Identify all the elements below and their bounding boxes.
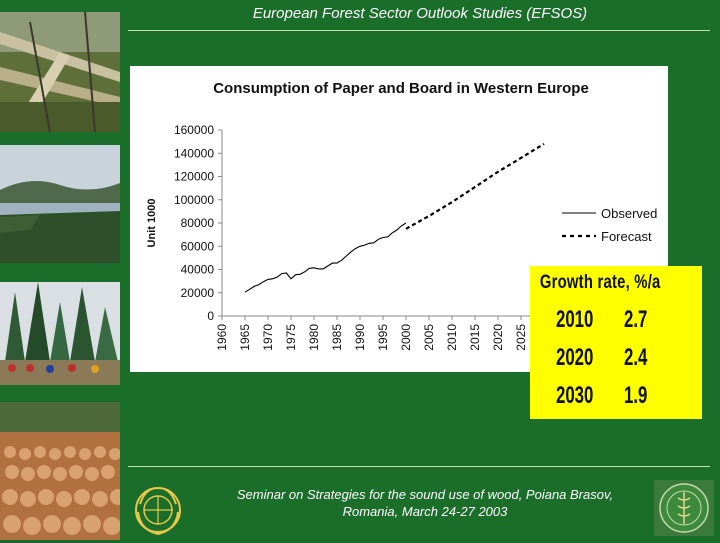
- y-tick-label: 120000: [174, 170, 214, 184]
- legend-label-observed: Observed: [601, 206, 657, 221]
- footer-divider: [128, 466, 710, 467]
- footer-text: Seminar on Strategies for the sound use …: [205, 486, 645, 520]
- growth-rate-title: Growth rate, %/a: [530, 272, 670, 294]
- y-axis-label: Unit 1000: [146, 199, 158, 248]
- growth-rate-2020: 2.4: [624, 344, 647, 372]
- growth-rate-2030: 1.9: [624, 382, 647, 410]
- forest-logs-photo: [0, 12, 120, 132]
- series-line-forecast: [406, 144, 544, 229]
- x-tick-label: 2005: [422, 324, 436, 351]
- x-tick-label: 1960: [215, 324, 229, 351]
- chart-title: Consumption of Paper and Board in Wester…: [213, 80, 589, 97]
- fao-logo-icon: [654, 480, 714, 536]
- x-tick-label: 1965: [238, 324, 252, 351]
- page-title: European Forest Sector Outlook Studies (…: [130, 5, 710, 22]
- growth-rate-box: Growth rate, %/a 2010 2.7 2020 2.4 2030 …: [530, 266, 702, 419]
- growth-year-2010: 2010: [556, 306, 593, 334]
- un-emblem-icon: [130, 482, 186, 543]
- growth-year-2020: 2020: [556, 344, 593, 372]
- series-line-observed: [245, 223, 406, 292]
- x-tick-label: 1980: [307, 324, 321, 351]
- footer-line-1: Seminar on Strategies for the sound use …: [205, 486, 645, 503]
- x-tick-label: 1970: [261, 324, 275, 351]
- header-divider: [128, 30, 710, 31]
- x-tick-label: 1995: [376, 324, 390, 351]
- footer-line-2: Romania, March 24-27 2003: [205, 503, 645, 520]
- timber-stack-photo: [0, 402, 120, 540]
- y-tick-label: 60000: [181, 239, 215, 253]
- legend-label-forecast: Forecast: [601, 229, 652, 244]
- x-tick-label: 1975: [284, 324, 298, 351]
- lake-landscape-photo: [0, 145, 120, 263]
- x-tick-label: 2000: [399, 324, 413, 351]
- y-tick-label: 20000: [181, 286, 215, 300]
- y-tick-label: 80000: [181, 216, 215, 230]
- growth-year-2030: 2030: [556, 382, 593, 410]
- x-tick-label: 2015: [468, 324, 482, 351]
- x-tick-label: 2025: [514, 324, 528, 351]
- y-tick-label: 160000: [174, 123, 214, 137]
- x-tick-label: 2010: [445, 324, 459, 351]
- x-tick-label: 1990: [353, 324, 367, 351]
- cyclists-trees-photo: [0, 282, 120, 385]
- x-tick-label: 2020: [491, 324, 505, 351]
- y-tick-label: 0: [207, 309, 214, 323]
- y-tick-label: 100000: [174, 193, 214, 207]
- y-tick-label: 140000: [174, 146, 214, 160]
- x-tick-label: 1985: [330, 324, 344, 351]
- y-tick-label: 40000: [181, 263, 215, 277]
- growth-rate-2010: 2.7: [624, 306, 647, 334]
